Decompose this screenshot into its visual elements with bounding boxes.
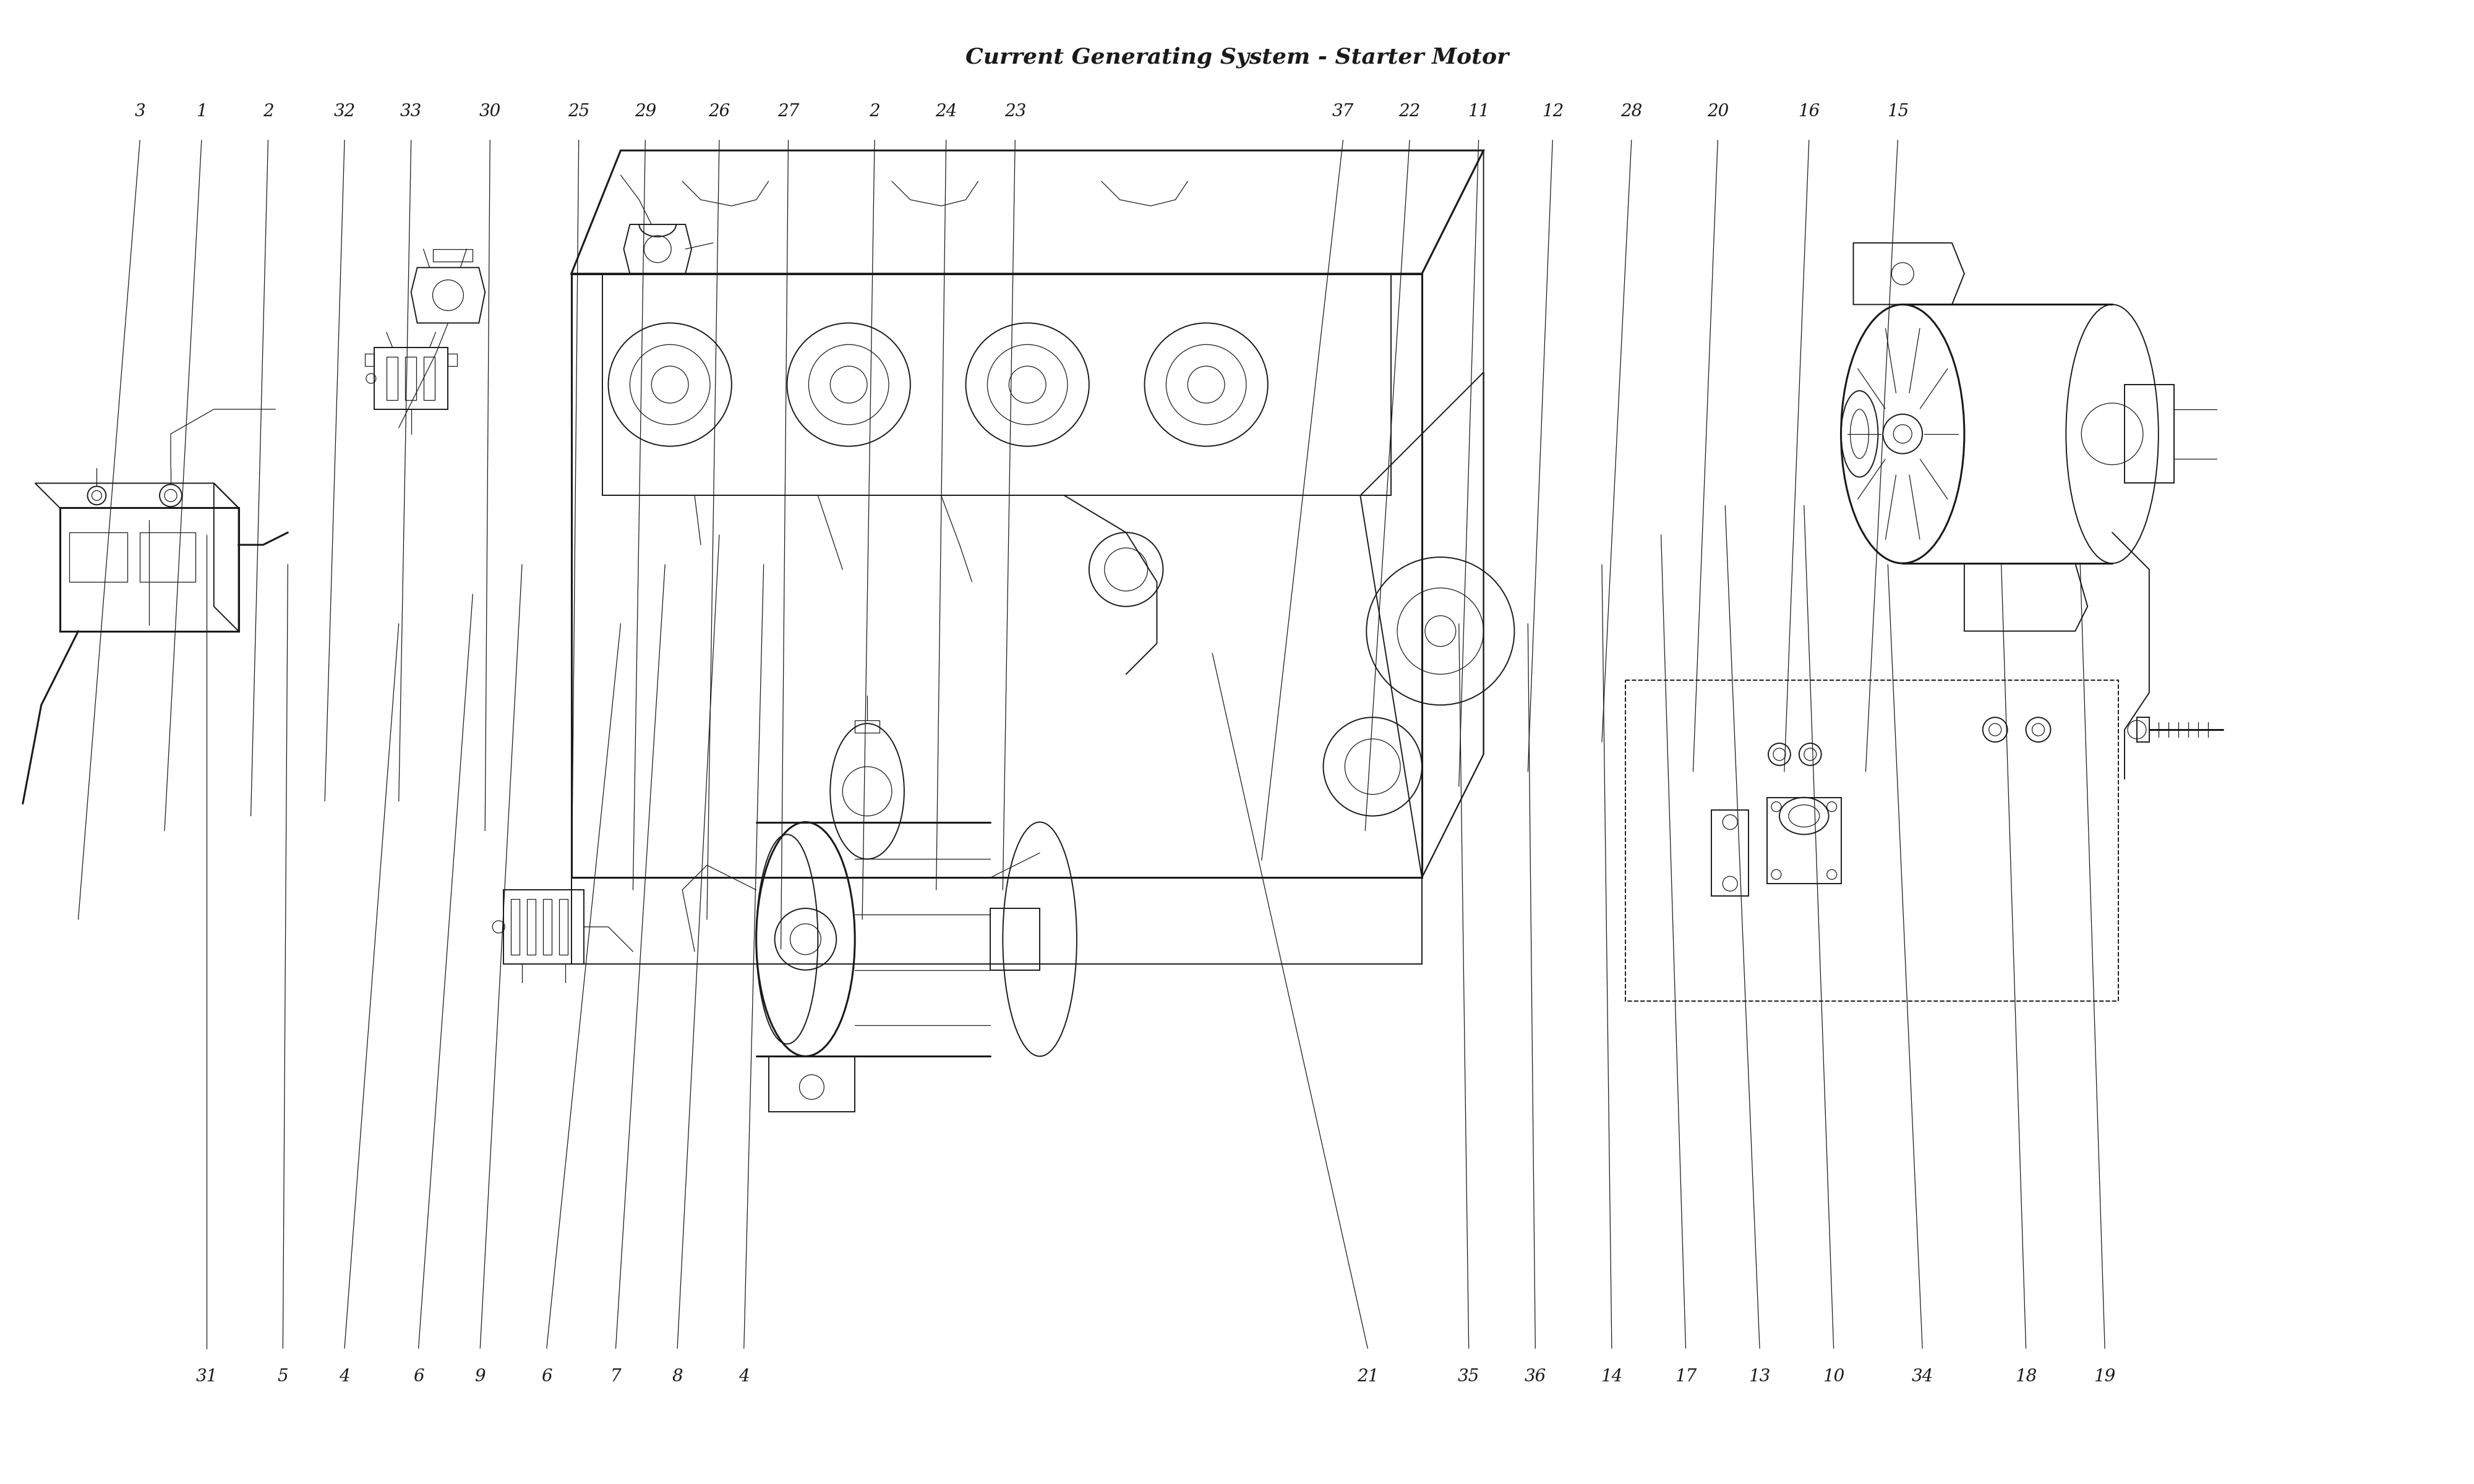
Text: 1: 1: [195, 104, 208, 120]
Text: 11: 11: [1467, 104, 1489, 120]
Text: 36: 36: [1524, 1368, 1546, 1385]
Text: 19: 19: [2093, 1368, 2115, 1385]
Text: 32: 32: [334, 104, 356, 120]
Text: 4: 4: [339, 1368, 349, 1385]
Text: 22: 22: [1398, 104, 1420, 120]
Text: 17: 17: [1675, 1368, 1697, 1385]
Text: 35: 35: [1457, 1368, 1479, 1385]
Text: 14: 14: [1601, 1368, 1623, 1385]
Text: 5: 5: [277, 1368, 289, 1385]
Text: 18: 18: [2014, 1368, 2036, 1385]
Text: 6: 6: [542, 1368, 552, 1385]
Text: 37: 37: [1331, 104, 1353, 120]
Text: 8: 8: [673, 1368, 683, 1385]
Text: 24: 24: [935, 104, 957, 120]
Text: 10: 10: [1823, 1368, 1846, 1385]
Text: 13: 13: [1749, 1368, 1771, 1385]
Text: 15: 15: [1888, 104, 1907, 120]
Text: 33: 33: [401, 104, 423, 120]
Text: 29: 29: [633, 104, 656, 120]
Text: 30: 30: [480, 104, 500, 120]
Text: 16: 16: [1799, 104, 1821, 120]
Text: 2: 2: [262, 104, 275, 120]
Text: 6: 6: [413, 1368, 423, 1385]
Text: 26: 26: [708, 104, 730, 120]
Text: 3: 3: [134, 104, 146, 120]
Text: 4: 4: [737, 1368, 750, 1385]
Text: 27: 27: [777, 104, 799, 120]
Text: 31: 31: [195, 1368, 218, 1385]
Text: 34: 34: [1912, 1368, 1932, 1385]
Text: 20: 20: [1707, 104, 1729, 120]
Text: 7: 7: [611, 1368, 621, 1385]
Text: 9: 9: [475, 1368, 485, 1385]
Text: Current Generating System - Starter Motor: Current Generating System - Starter Moto…: [965, 47, 1509, 68]
Text: 25: 25: [569, 104, 589, 120]
Text: 23: 23: [1004, 104, 1027, 120]
Text: 21: 21: [1356, 1368, 1378, 1385]
Text: 28: 28: [1620, 104, 1643, 120]
Text: 12: 12: [1541, 104, 1564, 120]
Text: 2: 2: [868, 104, 881, 120]
